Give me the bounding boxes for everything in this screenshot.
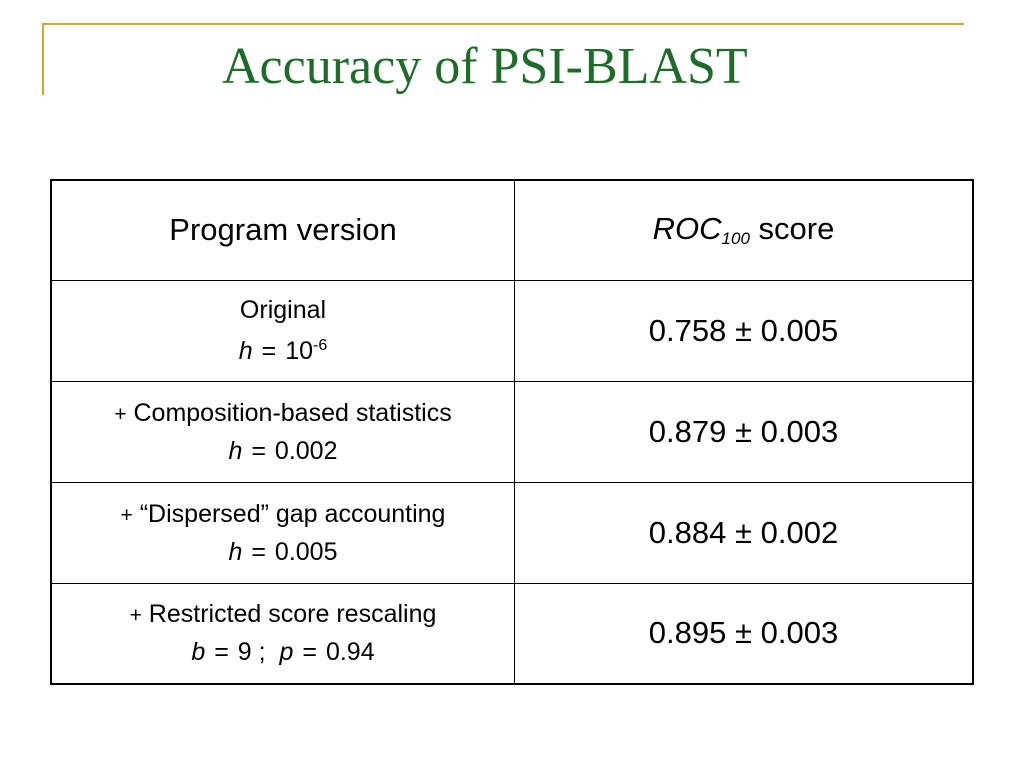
param2-value: 0.94 xyxy=(325,638,375,667)
score-value: 0.758 ± 0.005 xyxy=(648,312,839,348)
score-cell: 0.884 ± 0.002 xyxy=(514,481,974,584)
score-value: 0.884 ± 0.002 xyxy=(648,514,839,550)
program-version-cell: + Composition-based statistics h = 0.002 xyxy=(50,380,515,483)
score-value: 0.879 ± 0.003 xyxy=(648,413,839,449)
table-row: + “Dispersed” gap accounting h = 0.005 0… xyxy=(50,481,974,584)
frame-top-line xyxy=(42,23,964,25)
param-var: h xyxy=(238,337,253,365)
param-value: 0.002 xyxy=(274,436,338,465)
table-row: Original h = 10-6 0.758 ± 0.005 xyxy=(50,279,974,382)
version-name: Restricted score rescaling xyxy=(148,600,437,629)
version-name-line: + “Dispersed” gap accounting xyxy=(52,496,514,534)
header-program-version-label: Program version xyxy=(169,212,397,248)
header-program-version: Program version xyxy=(50,179,515,281)
version-name: “Dispersed” gap accounting xyxy=(139,499,446,528)
table-header-row: Program version ROC100 score xyxy=(50,179,974,281)
program-version-cell: Original h = 10-6 xyxy=(50,279,515,382)
score-cell: 0.895 ± 0.003 xyxy=(514,582,974,685)
roc-subscript: 100 xyxy=(721,229,750,249)
program-version-cell: + Restricted score rescaling b = 9 ; p =… xyxy=(50,582,515,685)
param-value: 0.005 xyxy=(274,537,338,566)
score-cell: 0.758 ± 0.005 xyxy=(514,279,974,382)
param-exponent: -6 xyxy=(313,337,328,354)
version-name-line: + Restricted score rescaling xyxy=(52,596,514,634)
version-name-line: + Composition-based statistics xyxy=(52,395,514,433)
roc-symbol: ROC xyxy=(652,211,722,247)
param2-var: p xyxy=(279,638,294,667)
param-var: h xyxy=(228,537,243,566)
param-var: b xyxy=(191,638,206,667)
version-params: h = 0.002 xyxy=(228,436,338,465)
score-value: 0.895 ± 0.003 xyxy=(648,615,839,651)
table-row: + Composition-based statistics h = 0.002… xyxy=(50,380,974,483)
plus-prefix: + xyxy=(114,402,127,426)
plus-prefix: + xyxy=(120,503,133,527)
score-cell: 0.879 ± 0.003 xyxy=(514,380,974,483)
table-row: + Restricted score rescaling b = 9 ; p =… xyxy=(50,582,974,685)
plus-prefix: + xyxy=(129,604,142,628)
version-name: Original xyxy=(239,296,327,324)
header-roc-label: ROC100 score xyxy=(652,211,835,249)
version-params: b = 9 ; p = 0.94 xyxy=(191,638,375,667)
score-word: score xyxy=(758,211,835,247)
param-var: h xyxy=(228,436,243,465)
frame-left-line xyxy=(42,23,44,95)
version-params: h = 0.005 xyxy=(228,537,338,566)
results-table: Program version ROC100 score Original h … xyxy=(50,179,974,685)
param-value: 9 xyxy=(237,638,252,667)
param-separator: ; xyxy=(258,638,266,667)
slide-title: Accuracy of PSI-BLAST xyxy=(222,38,748,95)
version-name: Composition-based statistics xyxy=(133,398,452,427)
param-value: 10 xyxy=(285,337,313,365)
header-roc-score: ROC100 score xyxy=(514,179,974,281)
version-params: h = 10-6 xyxy=(238,337,328,365)
program-version-cell: + “Dispersed” gap accounting h = 0.005 xyxy=(50,481,515,584)
